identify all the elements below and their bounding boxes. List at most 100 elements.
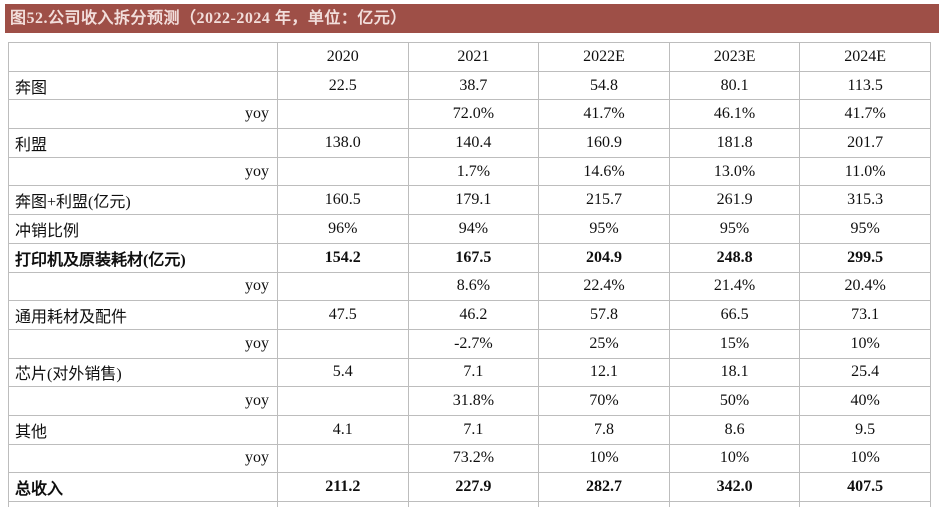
column-header-2024e: 2024E (799, 42, 931, 72)
value-cell: 41.7% (799, 99, 931, 130)
figure-title-bar: 图52.公司收入拆分预测（2022-2024 年，单位：亿元） (5, 4, 939, 33)
value-cell: 15% (668, 328, 801, 359)
value-cell: 12.1 (538, 357, 670, 388)
value-cell: 70% (538, 386, 670, 416)
row-label-cell: 利盟 (8, 128, 278, 158)
value-cell: 80.1 (668, 70, 801, 101)
value-cell: 201.7 (799, 128, 931, 158)
column-header-2022e: 2022E (538, 42, 670, 72)
value-cell: 21.4% (668, 271, 801, 302)
value-cell: 204.9 (538, 242, 670, 273)
value-cell: 8.6 (668, 414, 801, 445)
row-label-cell: 通用耗材及配件 (8, 300, 278, 330)
value-cell: 14.6% (538, 156, 670, 187)
value-cell: 167.5 (407, 242, 540, 273)
value-cell: 9.5 (799, 414, 931, 445)
value-cell: 18.1 (668, 357, 801, 388)
value-cell: 25% (538, 328, 670, 359)
value-cell: 4.1 (277, 414, 409, 445)
value-cell: 66.5 (668, 300, 801, 330)
value-cell: 7.8 (538, 414, 670, 445)
table-row: 其他 4.1 7.1 7.8 8.6 9.5 (8, 414, 931, 445)
value-cell: 95% (799, 214, 931, 244)
value-cell: 179.1 (407, 185, 540, 216)
row-label-cell: yoy (8, 328, 278, 359)
value-cell: 22.5 (277, 70, 409, 101)
value-cell: -2.7% (407, 328, 540, 359)
partial-cell (277, 501, 409, 507)
value-cell: 73.1 (799, 300, 931, 330)
value-cell: 50% (668, 386, 801, 416)
partial-cell (8, 501, 278, 507)
value-cell: 261.9 (668, 185, 801, 216)
value-cell (277, 271, 409, 302)
partial-cell (538, 501, 670, 507)
row-label-cell: yoy (8, 386, 278, 416)
value-cell: 8.6% (407, 271, 540, 302)
value-cell: 215.7 (538, 185, 670, 216)
table-row: yoy 72.0% 41.7% 46.1% 41.7% (8, 99, 931, 130)
value-cell: 5.4 (277, 357, 409, 388)
value-cell: 13.0% (668, 156, 801, 187)
partial-cell (407, 501, 540, 507)
value-cell: 95% (668, 214, 801, 244)
table-row: yoy 31.8% 70% 50% 40% (8, 386, 931, 416)
row-label-cell: yoy (8, 443, 278, 474)
value-cell: 31.8% (407, 386, 540, 416)
value-cell: 1.7% (407, 156, 540, 187)
table-row: yoy 1.7% 14.6% 13.0% 11.0% (8, 156, 931, 187)
value-cell: 138.0 (277, 128, 409, 158)
row-label-cell: 奔图+利盟(亿元) (8, 185, 278, 216)
value-cell: 342.0 (668, 472, 801, 502)
row-label-cell: 其他 (8, 414, 278, 445)
value-cell: 140.4 (407, 128, 540, 158)
value-cell (277, 156, 409, 187)
value-cell: 40% (799, 386, 931, 416)
value-cell: 38.7 (407, 70, 540, 101)
table-row: 冲销比例 96% 94% 95% 95% 95% (8, 214, 931, 244)
value-cell: 160.9 (538, 128, 670, 158)
value-cell: 248.8 (668, 242, 801, 273)
table-row: 总收入 211.2 227.9 282.7 342.0 407.5 (8, 472, 931, 502)
value-cell: 10% (538, 443, 670, 474)
value-cell: 47.5 (277, 300, 409, 330)
table-header-row: 2020 2021 2022E 2023E 2024E (8, 42, 931, 72)
column-header-blank (8, 42, 278, 72)
value-cell: 72.0% (407, 99, 540, 130)
table-row: 芯片(对外销售) 5.4 7.1 12.1 18.1 25.4 (8, 357, 931, 388)
value-cell: 10% (799, 443, 931, 474)
row-label-cell: yoy (8, 99, 278, 130)
value-cell: 315.3 (799, 185, 931, 216)
table-row: yoy -2.7% 25% 15% 10% (8, 328, 931, 359)
row-label-cell: 打印机及原装耗材(亿元) (8, 242, 278, 273)
value-cell: 7.1 (407, 414, 540, 445)
value-cell: 299.5 (799, 242, 931, 273)
value-cell (277, 99, 409, 130)
row-label-cell: 冲销比例 (8, 214, 278, 244)
column-header-2021: 2021 (407, 42, 540, 72)
value-cell: 10% (668, 443, 801, 474)
column-header-2023e: 2023E (668, 42, 801, 72)
table-row: 奔图 22.5 38.7 54.8 80.1 113.5 (8, 70, 931, 101)
value-cell: 41.7% (538, 99, 670, 130)
value-cell: 25.4 (799, 357, 931, 388)
value-cell: 181.8 (668, 128, 801, 158)
value-cell: 282.7 (538, 472, 670, 502)
value-cell: 10% (799, 328, 931, 359)
table-row: 通用耗材及配件 47.5 46.2 57.8 66.5 73.1 (8, 300, 931, 330)
value-cell: 113.5 (799, 70, 931, 101)
partial-cutoff-row (8, 501, 931, 507)
row-label-cell: 总收入 (8, 472, 278, 502)
value-cell: 46.1% (668, 99, 801, 130)
table-row: 利盟 138.0 140.4 160.9 181.8 201.7 (8, 128, 931, 158)
value-cell: 20.4% (799, 271, 931, 302)
value-cell: 57.8 (538, 300, 670, 330)
value-cell: 211.2 (277, 472, 409, 502)
table-row: 奔图+利盟(亿元) 160.5 179.1 215.7 261.9 315.3 (8, 185, 931, 216)
partial-cell (668, 501, 801, 507)
value-cell: 154.2 (277, 242, 409, 273)
row-label-cell: 芯片(对外销售) (8, 357, 278, 388)
value-cell: 46.2 (407, 300, 540, 330)
value-cell: 227.9 (407, 472, 540, 502)
value-cell: 407.5 (799, 472, 931, 502)
